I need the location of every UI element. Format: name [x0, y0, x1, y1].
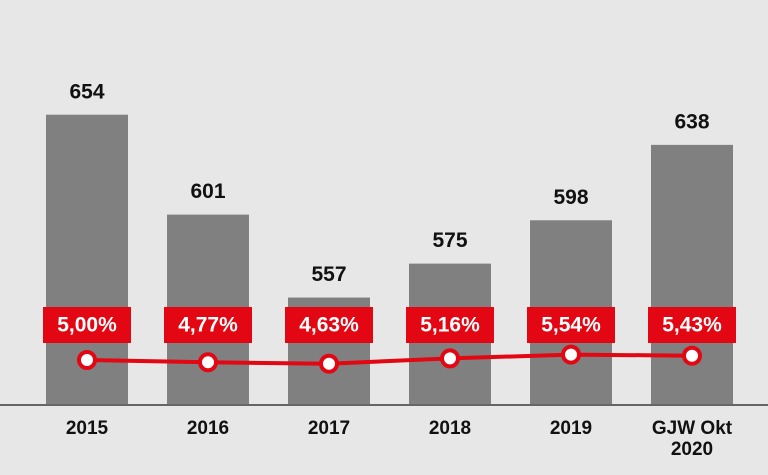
bar-value-label: 654	[69, 80, 104, 103]
line-value-label: 5,54%	[541, 314, 601, 337]
x-tick-label: 2018	[428, 418, 472, 439]
value-label-box	[406, 307, 494, 343]
x-tick-label: GJW Okt 2020	[651, 418, 733, 460]
line-value-label: 5,16%	[420, 314, 480, 337]
bar-value-label: 575	[432, 229, 467, 252]
line-marker	[319, 353, 339, 374]
line-marker	[198, 352, 218, 373]
line-value-label: 4,63%	[299, 314, 359, 337]
line-marker	[682, 345, 702, 366]
bar-value-label: 598	[553, 186, 588, 209]
line-value-label: 5,43%	[662, 314, 722, 337]
value-label-box	[648, 307, 736, 343]
x-tick-label: 2019	[549, 418, 593, 439]
bar-value-label: 601	[190, 180, 225, 203]
bar-value-label: 557	[311, 263, 346, 286]
line-marker	[77, 350, 97, 370]
value-label-box	[164, 307, 252, 343]
bar-value-label: 638	[674, 110, 709, 133]
line-marker	[561, 344, 581, 365]
line-marker	[440, 348, 460, 369]
value-label-box	[285, 307, 373, 343]
value-label-box	[527, 307, 615, 343]
line	[86, 352, 693, 366]
x-tick-label: 2017	[307, 418, 351, 439]
x-tick-label: 2016	[186, 418, 230, 439]
line-value-label: 4,77%	[178, 314, 238, 337]
value-label-box	[43, 307, 131, 343]
line-value-label: 5,00%	[57, 314, 117, 337]
x-tick-label: 2015	[65, 418, 109, 439]
bar	[651, 144, 733, 405]
